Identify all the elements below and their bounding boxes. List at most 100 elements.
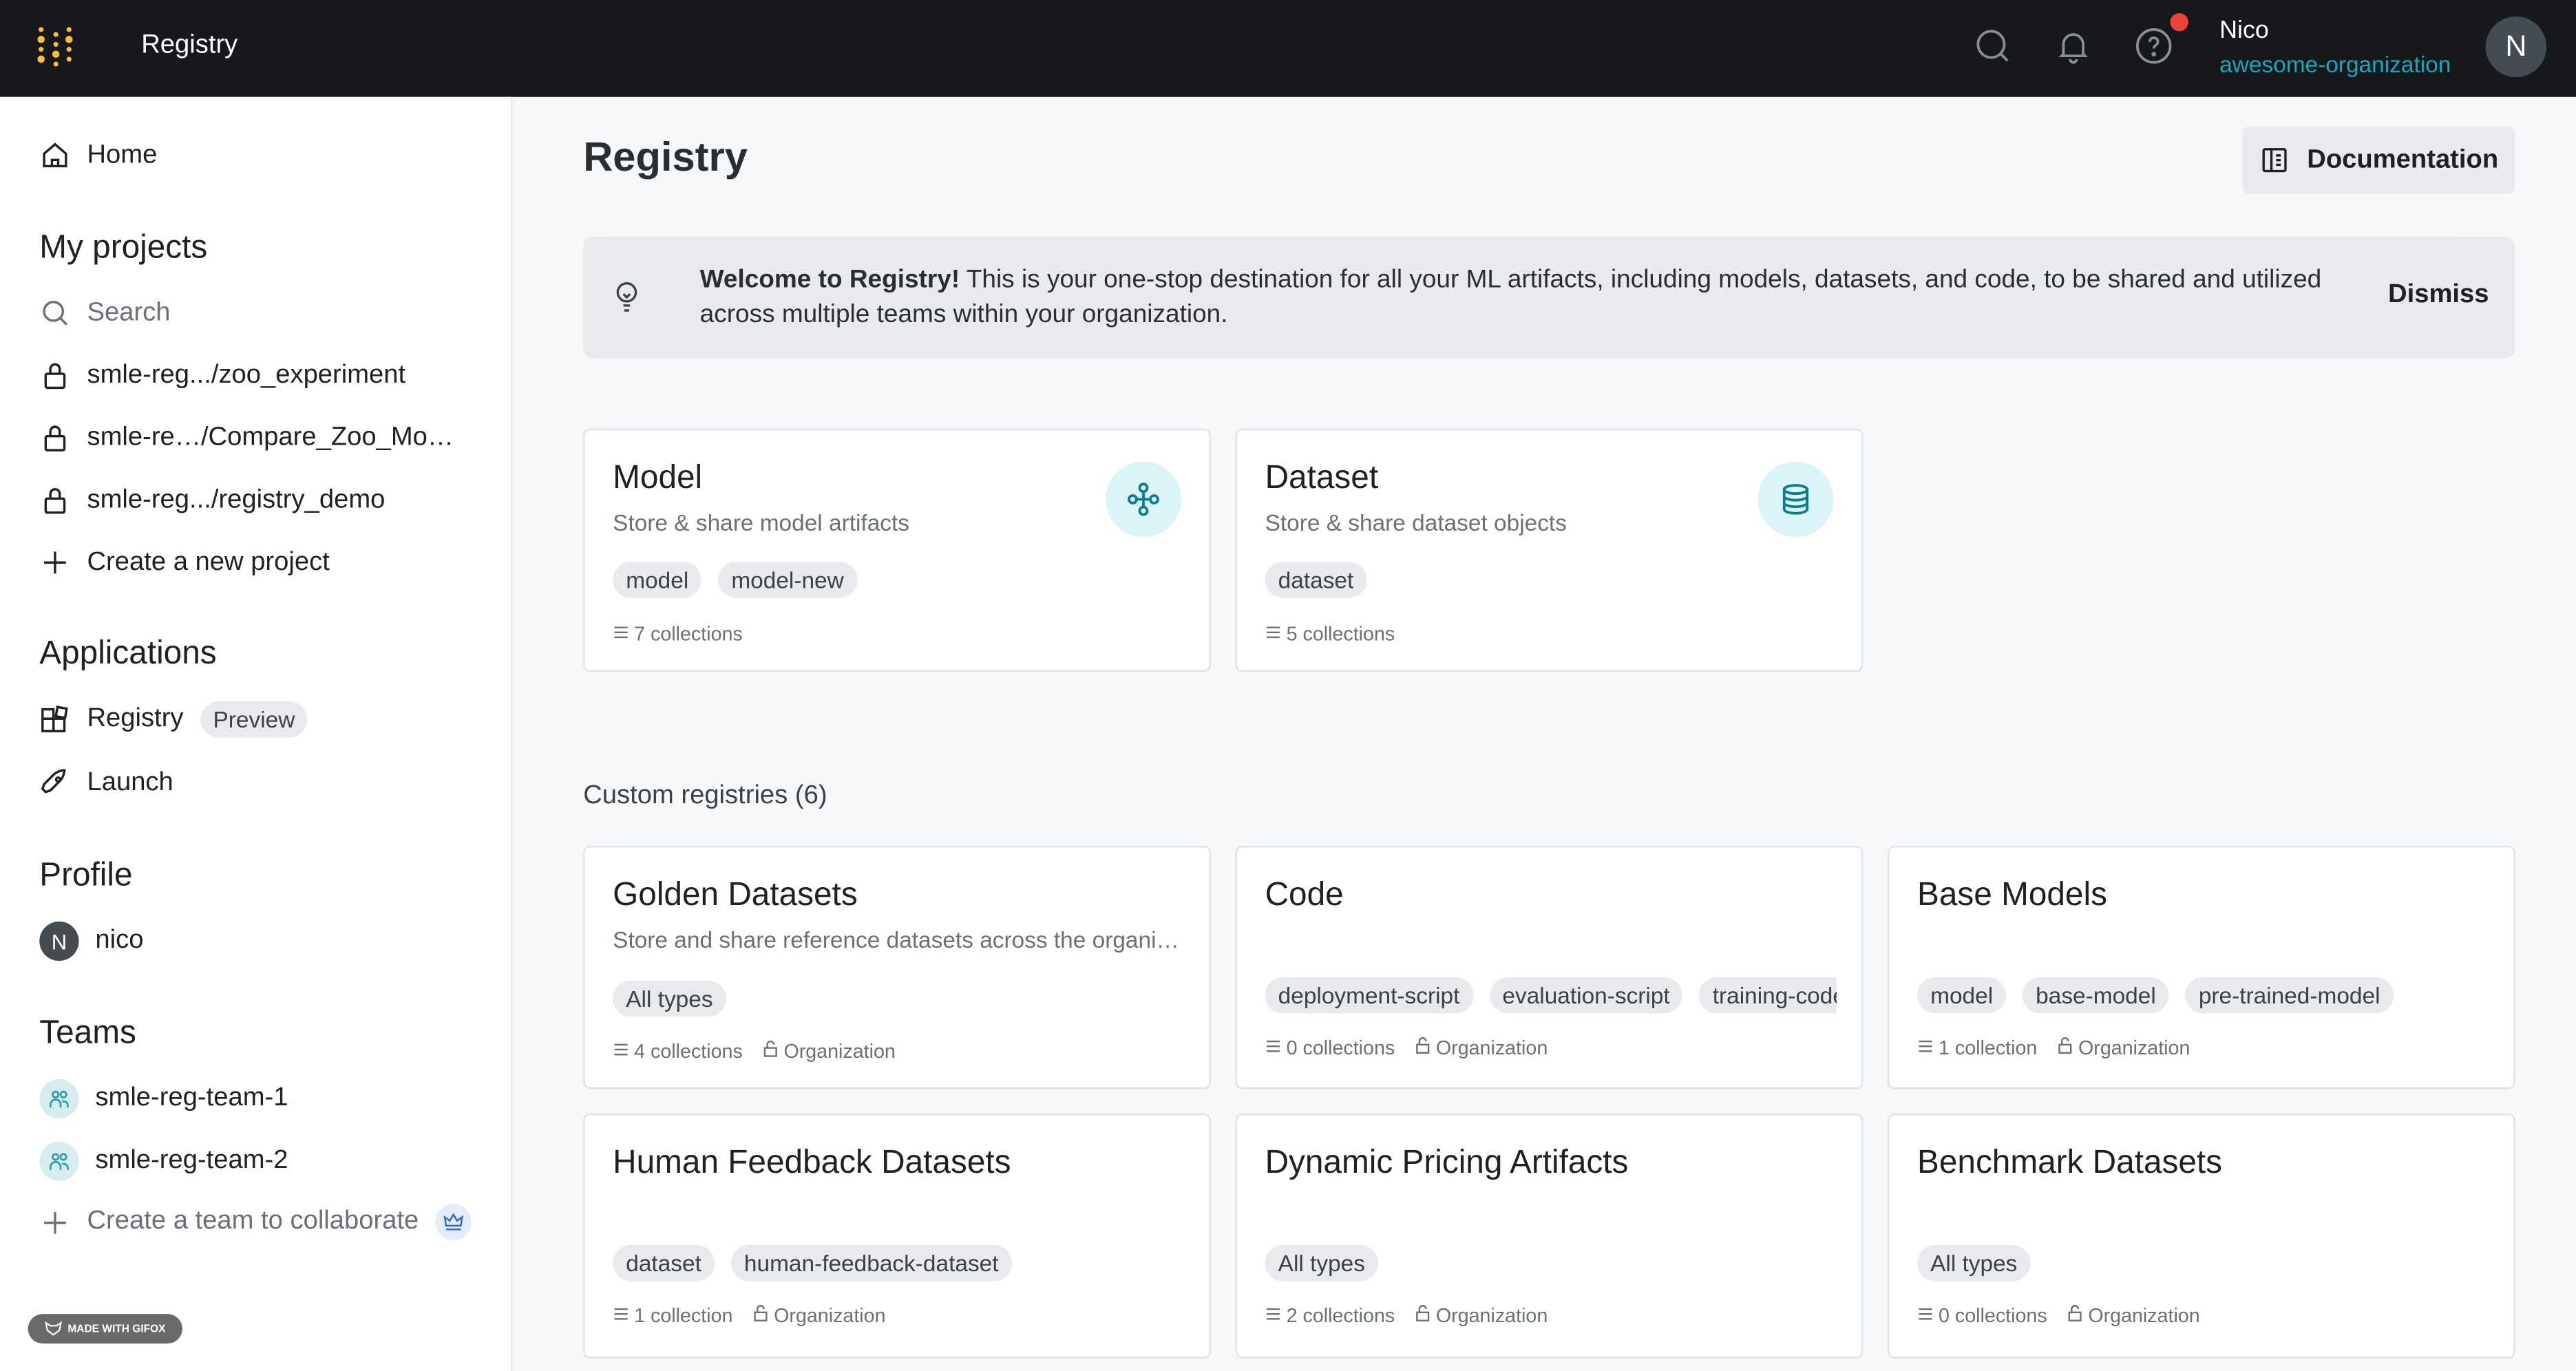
team-icon [39,1078,79,1119]
project-name: smle-re…/Compare_Zoo_Mo… [87,423,454,451]
dismiss-button[interactable]: Dismiss [2388,281,2489,309]
plus-icon [44,551,66,574]
type-tags: dataset [1265,562,1837,598]
type-tag[interactable]: model [613,562,702,598]
registry-card[interactable]: Golden Datasets Store and share reference… [583,846,1211,1090]
documentation-button[interactable]: Documentation [2242,126,2515,194]
type-tag[interactable]: model [1917,977,2007,1014]
registry-meta: 0 collections Organization [1265,1037,1548,1059]
lock-icon [1415,1304,1431,1327]
lock-icon [44,425,66,451]
project-search-input[interactable]: Search [39,297,170,328]
launch-label: Launch [87,767,173,796]
type-tag[interactable]: evaluation-script [1489,977,1683,1014]
profile-name: nico [95,926,144,955]
project-item[interactable]: smle-reg.../registry_demo [39,485,385,516]
organization-name[interactable]: awesome-organization [2219,50,2451,78]
banner-bold: Welcome to Registry! [699,266,960,295]
registry-meta: 1 collection Organization [1917,1037,2190,1059]
collection-count: 2 collections [1286,1304,1395,1328]
model-network-icon [1106,461,1181,538]
sidebar-item-launch[interactable]: Launch [39,767,173,798]
type-tags: model base-model pre-trained-model [1917,977,2489,1014]
type-tag[interactable]: All types [1265,1244,1379,1282]
fox-logo-icon [45,1321,63,1336]
preview-badge: Preview [200,701,308,738]
type-tag[interactable]: training-code [1699,977,1837,1014]
type-tags: All types [613,980,1184,1017]
registry-card[interactable]: Dataset Store & share dataset objects data… [1235,428,1864,672]
type-tag[interactable]: All types [1917,1244,2031,1282]
registry-title: Benchmark Datasets [1917,1145,2223,1181]
team-name: smle-reg-team-2 [95,1146,288,1175]
project-name: smle-reg.../zoo_experiment [87,360,406,389]
registry-card[interactable]: Dynamic Pricing Artifacts All types 2 coll… [1235,1114,1864,1359]
project-name: smle-reg.../registry_demo [87,485,386,513]
list-icon [1917,1304,1934,1327]
collection-count: 0 collections [1286,1036,1395,1060]
project-item[interactable]: smle-reg.../zoo_experiment [39,360,405,391]
registry-card[interactable]: Code deployment-script evaluation-script tr… [1235,846,1864,1090]
list-icon [1265,1037,1282,1059]
team-item[interactable]: smle-reg-team-1 [39,1078,288,1119]
registry-description: Store & share dataset objects [1265,509,1567,535]
documentation-label: Documentation [2307,145,2499,173]
wandb-logo-icon[interactable] [33,23,83,72]
collection-count: 1 collection [1939,1036,2038,1060]
list-icon [1917,1037,1934,1059]
lock-icon [2067,1304,2083,1327]
registry-meta: 2 collections Organization [1265,1304,1548,1327]
registry-meta: 0 collections Organization [1917,1304,2200,1327]
registry-card[interactable]: Base Models model base-model pre-trained-mo… [1888,846,2515,1090]
registry-title: Golden Datasets [613,877,858,913]
sidebar: Home My projects Search smle-reg.../zoo_… [0,96,513,1371]
type-tag[interactable]: dataset [1265,562,1367,598]
visibility-label: Organization [783,1039,896,1063]
registry-title: Dataset [1265,460,1379,496]
type-tag[interactable]: model-new [718,562,857,598]
lock-icon [1415,1037,1431,1059]
type-tags: All types [1917,1244,2489,1282]
sidebar-item-home[interactable]: Home [39,140,157,171]
collection-count: 7 collections [634,622,743,646]
team-item[interactable]: smle-reg-team-2 [39,1141,288,1181]
lock-icon [44,488,66,514]
visibility-label: Organization [774,1304,886,1328]
applications-heading: Applications [39,635,217,672]
type-tag[interactable]: pre-trained-model [2185,977,2394,1014]
bell-icon[interactable] [2054,26,2093,65]
type-tag[interactable]: All types [613,980,726,1017]
registry-title: Dynamic Pricing Artifacts [1265,1145,1629,1181]
create-team-button[interactable]: Create a team to collaborate [39,1204,472,1240]
registry-card[interactable]: Human Feedback Datasets dataset human-feed… [583,1114,1211,1359]
type-tag[interactable]: base-model [2023,977,2169,1014]
user-name: Nico [2219,16,2269,45]
visibility-label: Organization [2088,1304,2200,1328]
search-icon[interactable] [1973,26,2012,65]
project-item[interactable]: smle-re…/Compare_Zoo_Mo… [39,422,454,453]
home-label: Home [87,140,158,169]
gifox-label: MADE WITH GIFOX [67,1323,166,1335]
registry-card[interactable]: Model Store & share model artifacts model m… [583,428,1211,672]
user-avatar[interactable]: N [2485,16,2547,78]
sidebar-item-registry[interactable]: Registry Preview [39,701,308,738]
profile-item[interactable]: N nico [39,921,144,961]
type-tag[interactable]: deployment-script [1265,977,1473,1014]
banner-text: Welcome to Registry! This is your one-st… [700,263,2343,332]
lock-icon [752,1304,769,1327]
lock-icon [762,1040,779,1063]
visibility-label: Organization [1435,1304,1548,1328]
help-icon[interactable] [2134,26,2173,65]
lightbulb-icon [616,281,637,312]
registry-meta: 7 collections [613,622,743,646]
registry-label: Registry [87,704,184,733]
type-tag[interactable]: human-feedback-dataset [730,1244,1012,1282]
teams-heading: Teams [39,1014,136,1052]
crown-icon [435,1204,472,1240]
registry-meta: 4 collections Organization [613,1040,896,1063]
create-project-button[interactable]: Create a new project [39,547,330,578]
list-icon [1265,622,1282,645]
collection-count: 0 collections [1939,1304,2047,1328]
type-tag[interactable]: dataset [613,1244,715,1282]
registry-card[interactable]: Benchmark Datasets All types 0 collections… [1888,1114,2515,1359]
